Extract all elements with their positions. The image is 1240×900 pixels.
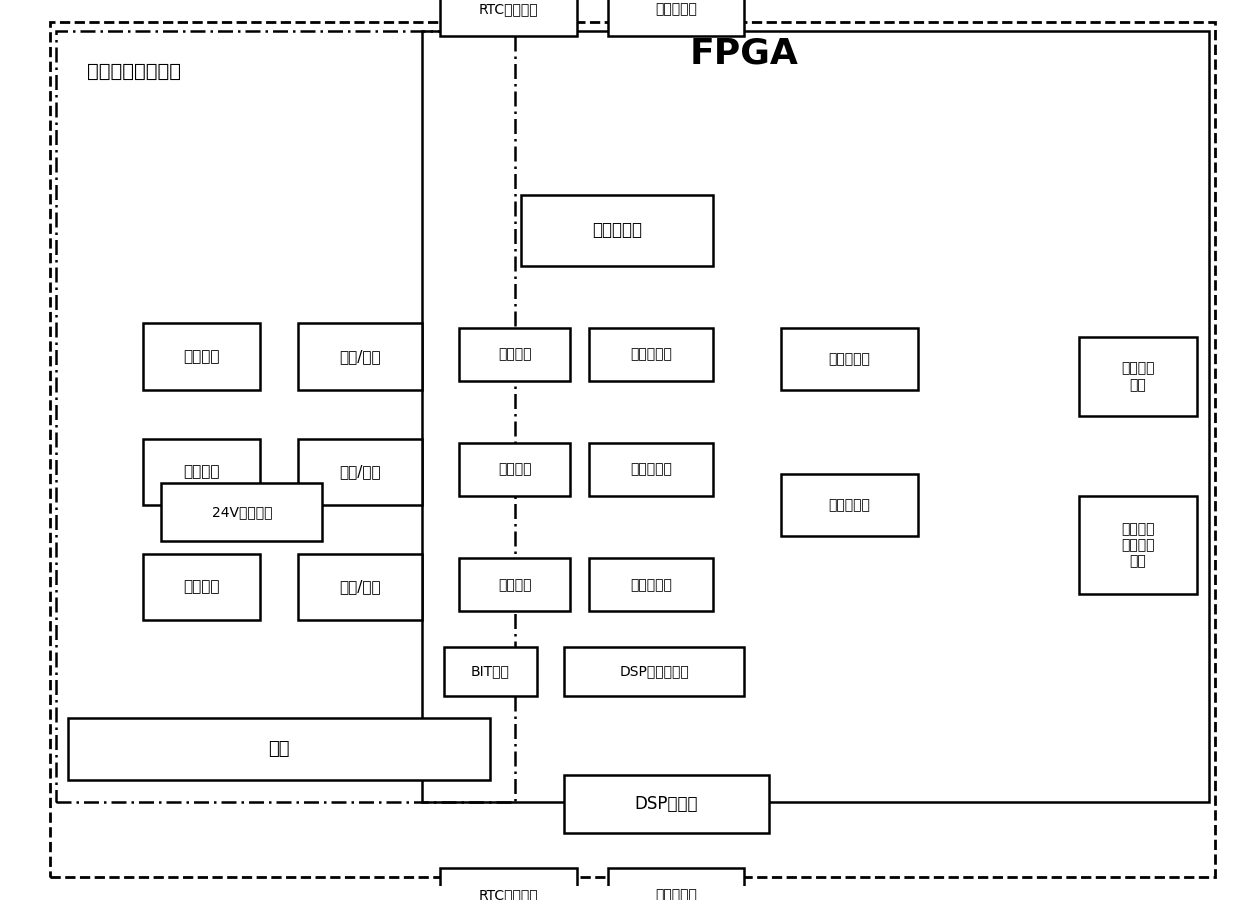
Text: 信号解调: 信号解调 [184, 464, 219, 480]
Bar [298, 554, 422, 620]
Text: 光泵信号处理单元: 光泵信号处理单元 [87, 61, 181, 80]
Bar [440, 868, 577, 900]
Bar [781, 328, 918, 390]
Bar [459, 443, 570, 496]
Text: 温度传感器: 温度传感器 [655, 888, 697, 900]
Bar [56, 32, 515, 802]
Text: 信号解调: 信号解调 [184, 580, 219, 595]
Bar [521, 195, 713, 266]
Text: 在线升级
接口: 在线升级 接口 [1121, 362, 1154, 392]
Text: 采样控制器: 采样控制器 [828, 352, 870, 366]
Text: 差频/整形: 差频/整形 [339, 580, 381, 595]
Text: 24V电源接头: 24V电源接头 [212, 505, 272, 518]
Text: 温度传感器: 温度传感器 [655, 2, 697, 16]
Bar [298, 323, 422, 390]
Text: 差频/整形: 差频/整形 [339, 349, 381, 364]
Bar [589, 328, 713, 381]
Bar [781, 474, 918, 536]
Text: RTC实时时钟: RTC实时时钟 [479, 888, 538, 900]
Bar [1079, 337, 1197, 417]
Text: 差频计数器: 差频计数器 [591, 221, 642, 239]
Bar [143, 554, 260, 620]
Bar [589, 558, 713, 611]
Text: 主计数器: 主计数器 [497, 347, 532, 362]
Text: 中断控制器: 中断控制器 [828, 498, 870, 512]
Bar [459, 328, 570, 381]
Bar [564, 775, 769, 832]
Bar [161, 483, 322, 541]
Bar [68, 717, 490, 779]
Bar [608, 868, 744, 900]
Bar [422, 32, 1209, 802]
Bar [440, 0, 577, 35]
Bar [459, 558, 570, 611]
Text: 采样计数器: 采样计数器 [630, 463, 672, 477]
Text: 主计数器: 主计数器 [497, 578, 532, 592]
Text: BIT接口: BIT接口 [471, 664, 510, 679]
Text: 信号解调: 信号解调 [184, 349, 219, 364]
Bar [143, 323, 260, 390]
Text: 主计数器: 主计数器 [497, 463, 532, 477]
Text: 采样计数器: 采样计数器 [630, 347, 672, 362]
Text: 差频/整形: 差频/整形 [339, 464, 381, 480]
Bar [564, 647, 744, 696]
Bar [444, 647, 537, 696]
Text: 采样计数器: 采样计数器 [630, 578, 672, 592]
Text: FPGA: FPGA [689, 36, 799, 70]
Bar [143, 438, 260, 505]
Text: RTC实时时钟: RTC实时时钟 [479, 2, 538, 16]
Bar [298, 438, 422, 505]
Text: 电源: 电源 [268, 740, 290, 758]
Text: 高稳定度
恒温晶振
模组: 高稳定度 恒温晶振 模组 [1121, 522, 1154, 568]
Bar [1079, 496, 1197, 594]
Text: DSP处理器: DSP处理器 [635, 795, 698, 813]
Bar [589, 443, 713, 496]
Text: DSP处理器接口: DSP处理器接口 [619, 664, 689, 679]
Bar [608, 0, 744, 35]
